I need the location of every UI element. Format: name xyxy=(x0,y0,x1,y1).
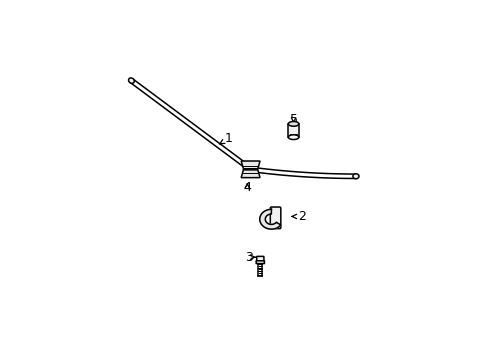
Text: 5: 5 xyxy=(289,113,297,126)
FancyBboxPatch shape xyxy=(256,256,264,262)
Polygon shape xyxy=(259,209,280,229)
FancyBboxPatch shape xyxy=(256,261,264,264)
Polygon shape xyxy=(241,170,260,177)
Text: 2: 2 xyxy=(291,210,305,223)
Text: 4: 4 xyxy=(243,181,251,194)
Ellipse shape xyxy=(352,174,358,179)
FancyBboxPatch shape xyxy=(270,207,280,229)
Text: 1: 1 xyxy=(219,132,232,145)
Ellipse shape xyxy=(288,135,298,140)
Ellipse shape xyxy=(288,121,298,126)
Text: 3: 3 xyxy=(245,251,255,264)
Polygon shape xyxy=(241,161,260,169)
Bar xyxy=(288,124,298,137)
Ellipse shape xyxy=(128,78,134,83)
